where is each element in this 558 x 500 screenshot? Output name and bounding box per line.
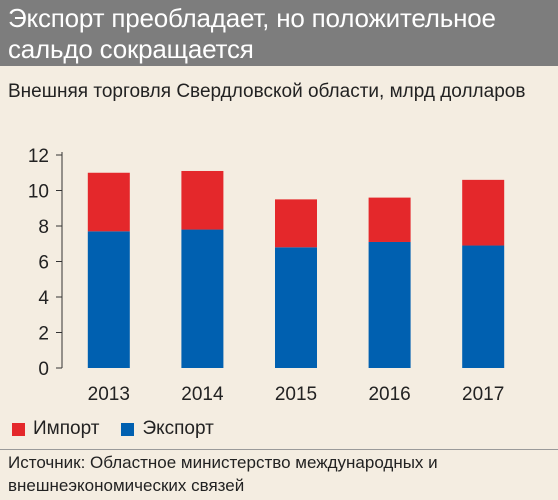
y-tick-label: 4 xyxy=(38,288,49,309)
bar-export-2015 xyxy=(275,247,317,368)
y-tick-label: 8 xyxy=(38,217,49,238)
title-bar: Экспорт преобладает, но положительное са… xyxy=(0,0,558,66)
y-tick-label: 0 xyxy=(38,359,49,380)
source-note: Источник: Областное министерство междуна… xyxy=(8,453,438,495)
legend-item-import: Импорт xyxy=(12,418,99,440)
bar-import-2017 xyxy=(462,179,505,246)
x-axis: 2013 2014 2015 2016 2017 xyxy=(88,384,505,405)
y-tick-label: 2 xyxy=(38,324,49,345)
legend: Импорт Экспорт xyxy=(12,415,236,443)
x-tick-label: 2014 xyxy=(181,384,224,405)
x-tick-label: 2015 xyxy=(275,384,317,405)
bar-chart: 0 2 4 6 8 10 12 2013 2014 2015 2016 2017 xyxy=(28,146,505,405)
bar-import-2015 xyxy=(275,199,317,248)
legend-swatch-import xyxy=(12,422,25,436)
bar-import-2014 xyxy=(181,170,224,230)
bar-export-2014 xyxy=(181,229,224,368)
chart-subtitle: Внешняя торговля Свердловской области, м… xyxy=(8,81,526,102)
bar-export-2016 xyxy=(368,241,411,368)
divider xyxy=(0,449,558,450)
legend-item-export: Экспорт xyxy=(121,418,214,440)
x-tick-label: 2013 xyxy=(88,384,130,405)
bar-series xyxy=(87,170,505,368)
bar-import-2016 xyxy=(368,197,411,242)
bar-export-2013 xyxy=(87,231,130,368)
bar-import-2013 xyxy=(87,172,130,232)
x-tick-label: 2017 xyxy=(462,384,504,405)
y-tick-label: 10 xyxy=(28,182,49,203)
chart-title: Экспорт преобладает, но положительное са… xyxy=(8,3,496,64)
bar-export-2017 xyxy=(462,245,505,368)
y-tick-label: 6 xyxy=(38,253,49,274)
x-tick-label: 2016 xyxy=(368,384,410,405)
y-axis: 0 2 4 6 8 10 12 xyxy=(28,146,63,380)
legend-swatch-export xyxy=(121,422,135,436)
y-tick-label: 12 xyxy=(28,146,49,167)
legend-label-import: Импорт xyxy=(33,418,100,439)
legend-label-export: Экспорт xyxy=(142,418,214,439)
